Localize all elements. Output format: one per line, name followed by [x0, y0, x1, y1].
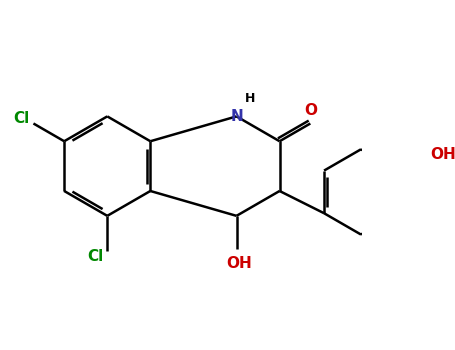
Text: O: O: [304, 103, 317, 118]
Text: N: N: [230, 109, 243, 124]
Text: H: H: [245, 92, 255, 105]
Text: OH: OH: [430, 147, 455, 161]
Text: Cl: Cl: [87, 248, 104, 264]
Text: OH: OH: [226, 256, 252, 271]
Text: Cl: Cl: [14, 111, 30, 126]
